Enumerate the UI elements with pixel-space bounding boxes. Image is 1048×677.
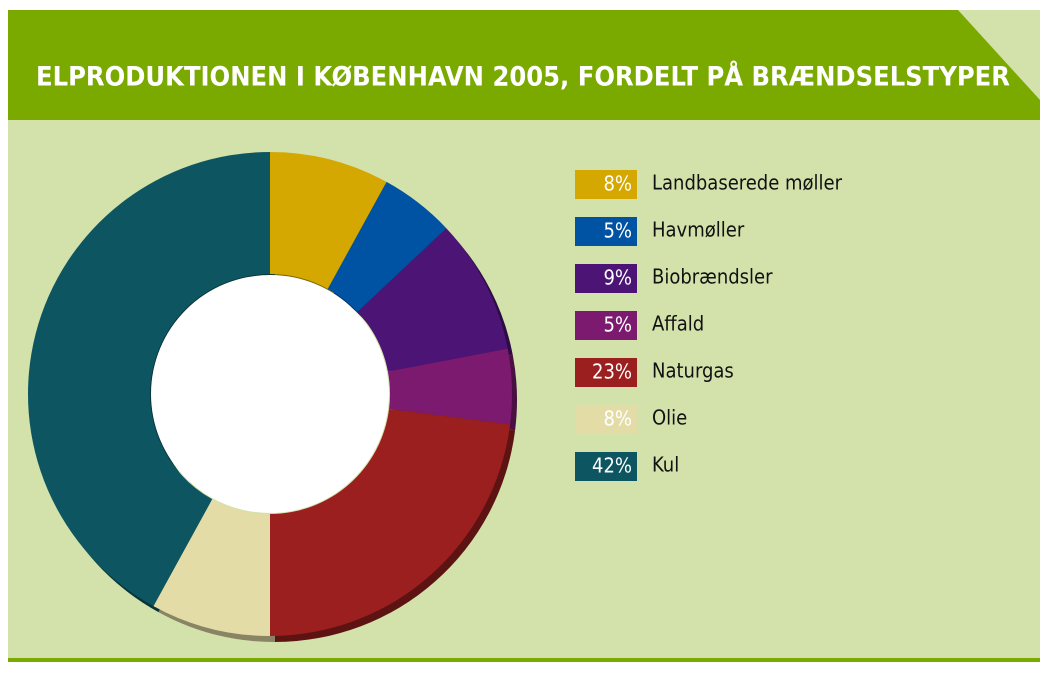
legend-label: Landbaserede møller bbox=[652, 171, 843, 195]
legend-value: 8% bbox=[603, 407, 632, 431]
legend-swatch bbox=[575, 264, 637, 293]
legend-label: Biobrændsler bbox=[652, 265, 773, 289]
donut bbox=[28, 152, 517, 642]
legend-label: Havmøller bbox=[652, 218, 745, 242]
slice bbox=[387, 348, 512, 425]
header-band bbox=[8, 10, 1040, 120]
bottom-rule bbox=[8, 658, 1040, 662]
slice bbox=[28, 152, 271, 607]
slice bbox=[270, 409, 511, 636]
legend-label: Naturgas bbox=[652, 359, 734, 383]
legend-swatch bbox=[575, 311, 637, 340]
legend-value: 23% bbox=[592, 360, 632, 384]
legend-value: 42% bbox=[592, 454, 632, 478]
legend-swatch bbox=[575, 452, 637, 481]
legend-swatch bbox=[575, 405, 637, 434]
legend-value: 9% bbox=[603, 266, 632, 290]
legend-value: 5% bbox=[603, 313, 632, 337]
legend-value: 8% bbox=[603, 172, 632, 196]
legend-value: 5% bbox=[603, 219, 632, 243]
donut-hole bbox=[151, 275, 389, 513]
slice bbox=[327, 181, 447, 312]
slice bbox=[357, 228, 508, 372]
legend-swatch bbox=[575, 358, 637, 387]
legend-swatch bbox=[575, 170, 637, 199]
legend-label: Olie bbox=[652, 406, 687, 430]
legend-label: Kul bbox=[652, 453, 679, 477]
legend-label: Affald bbox=[652, 312, 704, 336]
legend: 8% Landbaserede møller 5% Havmøller 9% Biobræ… bbox=[575, 170, 843, 481]
legend-swatch bbox=[575, 217, 637, 246]
chart-title: ELPRODUKTIONEN I KØBENHAVN 2005, FORDELT… bbox=[36, 61, 1010, 93]
slice bbox=[270, 152, 387, 289]
slice bbox=[153, 499, 270, 636]
